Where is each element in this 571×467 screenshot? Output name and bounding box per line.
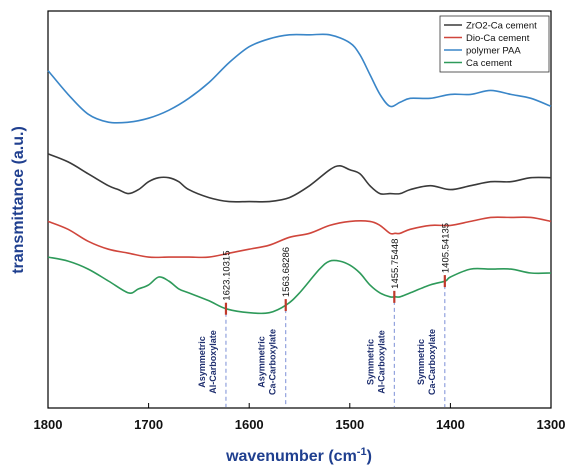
- x-tick-label-5: 1400: [436, 417, 465, 432]
- x-tick-label-1: 1800: [34, 417, 63, 432]
- series-line-4: [47, 256, 552, 315]
- peak-value-label-1: 1623.10315: [221, 250, 232, 300]
- series-layer: [47, 33, 552, 315]
- series-line-2: [47, 153, 552, 203]
- legend-label-3: polymer PAA: [466, 46, 521, 57]
- peak-assignment-label-3-1: Symmetric: [365, 339, 375, 385]
- series-line-3: [47, 216, 552, 259]
- plot-frame: [47, 10, 552, 409]
- legend-label-1: ZrO2-Ca cement: [466, 21, 537, 32]
- x-tick-label-3: 1600: [235, 417, 264, 432]
- peak-value-label-2: 1563.68286: [281, 247, 292, 297]
- peak-value-label-3: 1455.75448: [390, 239, 401, 289]
- peak-assignment-label-4-2: Ca-Carboxylate: [427, 329, 437, 395]
- peak-assignment-label-2-1: Asymmetric: [257, 336, 267, 388]
- peak-assignment-label-1-2: Al-Carboxylate: [208, 330, 218, 394]
- peak-assignment-label-4-1: Symmetric: [416, 339, 426, 385]
- x-tick-label-2: 1700: [134, 417, 163, 432]
- x-tick-label-4: 1500: [335, 417, 364, 432]
- x-tick-label-6: 1300: [537, 417, 566, 432]
- peak-assignment-label-2-2: Ca-Carboxylate: [268, 329, 278, 395]
- y-axis-label: transmittance (a.u.): [10, 126, 27, 274]
- legend-label-4: Ca cement: [466, 58, 512, 69]
- x-axis: 1800 1700 1600 1500 1400 1300: [34, 403, 566, 432]
- peak-value-label-4: 1405.54135: [440, 223, 451, 273]
- peak-assignment-label-1-1: Asymmetric: [197, 336, 207, 388]
- x-axis-label: wavenumber (cm-1): [225, 446, 372, 465]
- legend-label-2: Dio-Ca cement: [466, 33, 530, 44]
- peak-assignment-label-3-2: Al-Carboxylate: [376, 330, 386, 394]
- series-line-1: [47, 33, 552, 124]
